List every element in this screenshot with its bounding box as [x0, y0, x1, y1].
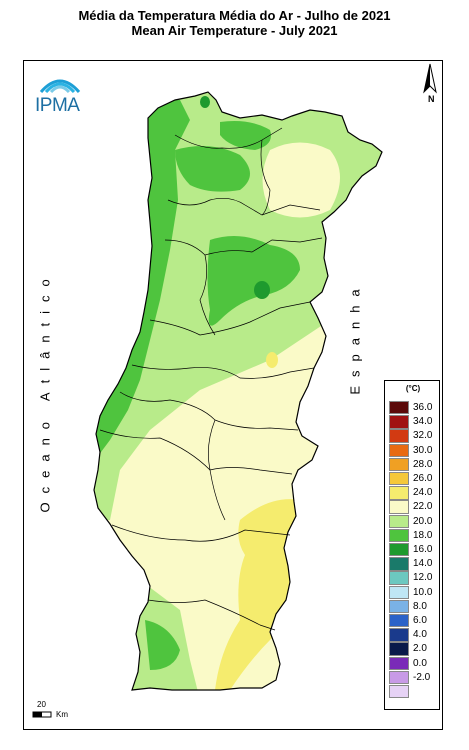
legend-label: 30.0 [413, 444, 433, 456]
zone-18-20-serra [207, 236, 300, 326]
boundary-aveiro-viseu [164, 237, 323, 256]
legend-item: 16.0 [389, 543, 439, 557]
legend-swatch [389, 599, 409, 614]
boundary-viana-braga [174, 127, 283, 149]
scale-unit: Km [56, 710, 68, 719]
legend-label: 8.0 [413, 600, 427, 612]
legend-item: 6.0 [389, 614, 439, 628]
north-arrow-icon [423, 63, 437, 94]
legend-item: 0.0 [389, 656, 439, 670]
legend-label: 34.0 [413, 416, 433, 428]
boundary-evora-beja [111, 524, 291, 542]
legend-label: 10.0 [413, 586, 433, 598]
legend-item: 34.0 [389, 415, 439, 429]
legend-swatch [389, 670, 409, 685]
map-title-en: Mean Air Temperature - July 2021 [131, 23, 338, 38]
legend-item: 30.0 [389, 443, 439, 457]
zone-24-26-alentejo [215, 499, 300, 690]
legend-item: 32.0 [389, 429, 439, 443]
legend-swatch [389, 472, 409, 486]
map-title-pt: Média da Temperatura Média do Ar - Julho… [78, 8, 391, 23]
legend-label: 2.0 [413, 643, 427, 655]
legend-item: 26.0 [389, 472, 439, 486]
legend-swatch [389, 415, 409, 429]
legend-label: -2.0 [413, 671, 431, 683]
legend-label: 32.0 [413, 430, 433, 442]
legend-label: 12.0 [413, 572, 433, 584]
scale-bar-icon [32, 711, 52, 718]
legend-label: 26.0 [413, 473, 433, 484]
district-boundaries [99, 127, 323, 631]
boundary-viseu-coimbra [199, 254, 216, 336]
legend-item: 14.0 [389, 557, 439, 571]
legend-item: 12.0 [389, 571, 439, 585]
scale-value: 20 [37, 700, 46, 709]
legend-swatch [389, 401, 409, 415]
boundary-lisbon-portalegre [119, 391, 299, 431]
legend-item: 28.0 [389, 457, 439, 472]
spain-label: Espanha [347, 280, 363, 395]
legend-label: 16.0 [413, 544, 433, 555]
zone-16-18-north [200, 96, 210, 108]
legend-item: 10.0 [389, 585, 439, 599]
legend-label: 6.0 [413, 615, 427, 626]
legend-swatch [389, 628, 409, 642]
legend-swatch [389, 656, 409, 670]
legend-swatch [389, 514, 409, 528]
legend-label: 0.0 [413, 657, 427, 669]
legend-item: 22.0 [389, 500, 439, 514]
boundary-coimbra-castelo [149, 301, 311, 336]
north-label: N [428, 94, 435, 104]
legend: (°C) 36.0 34.0 32.0 30.0 28.0 26.0 24.0 22.0 20.… [384, 380, 440, 710]
zone-18-20-minho [175, 146, 250, 192]
zone-18-20-southwest [145, 620, 180, 670]
legend-label: 28.0 [413, 458, 433, 470]
legend-swatch [389, 457, 409, 472]
ocean-label: Oceano Atlântico [37, 270, 53, 513]
ipma-logo-icon [39, 79, 81, 94]
ipma-logo-text: IPMA [35, 95, 80, 116]
legend-item: 24.0 [389, 486, 439, 500]
legend-swatch [389, 443, 409, 457]
legend-item: 36.0 [389, 401, 439, 415]
legend-item: 8.0 [389, 599, 439, 614]
legend-swatch [389, 429, 409, 443]
legend-label: 24.0 [413, 487, 433, 499]
boundary-evora-west [208, 419, 226, 521]
legend-item: -2.0 [389, 670, 439, 685]
legend-swatch [389, 486, 409, 500]
legend-swatch [389, 571, 409, 585]
legend-item: 20.0 [389, 514, 439, 528]
zone-18-20-peneda [220, 121, 271, 150]
legend-swatch [389, 543, 409, 557]
legend-swatch [389, 500, 409, 514]
boundary-beja-faro [147, 599, 276, 631]
boundary-leiria-santarem [131, 364, 315, 379]
boundary-setubal-evora [99, 429, 293, 475]
legend-item: 4.0 [389, 628, 439, 642]
legend-swatch [389, 614, 409, 628]
legend-swatch [389, 685, 409, 699]
legend-item: 2.0 [389, 642, 439, 656]
boundary-vila-real [260, 139, 271, 216]
legend-label: 18.0 [413, 529, 433, 541]
legend-swatch [389, 557, 409, 571]
zone-22-24-northeast [262, 142, 340, 218]
legend-label: 14.0 [413, 558, 433, 570]
legend-unit: (°C) [405, 384, 421, 393]
legend-label: 4.0 [413, 629, 427, 641]
legend-label: 36.0 [413, 402, 433, 413]
legend-item: 18.0 [389, 528, 439, 543]
boundary-braga-porto [167, 198, 321, 216]
legend-swatch [389, 642, 409, 656]
zone-16-18-estrela [254, 281, 270, 299]
legend-label: 22.0 [413, 501, 433, 513]
legend-item [389, 685, 439, 699]
legend-label: 20.0 [413, 515, 433, 527]
zone-24-26-beira [266, 352, 278, 368]
legend-swatch [389, 528, 409, 543]
legend-swatch [389, 585, 409, 599]
